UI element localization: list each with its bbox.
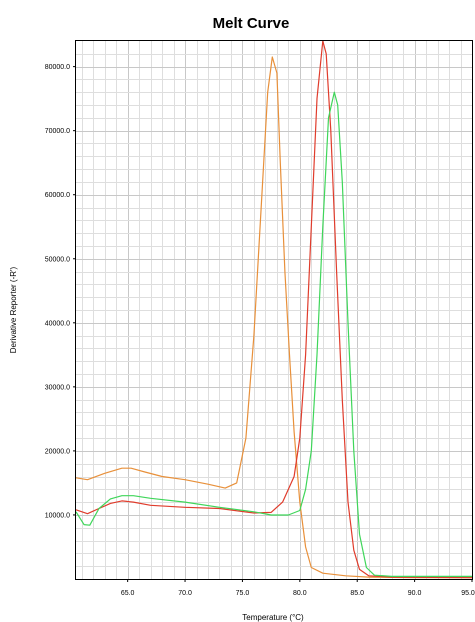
series-line <box>75 91 472 577</box>
y-tick-label: 10000.0 <box>45 512 70 519</box>
y-tick-label: 80000.0 <box>45 64 70 71</box>
y-tick-label: 30000.0 <box>45 384 70 391</box>
plot-area-frame <box>75 40 473 580</box>
y-tick-label: 40000.0 <box>45 320 70 327</box>
y-tick-label: 50000.0 <box>45 256 70 263</box>
y-axis-label: Derivative Reporter (-R') <box>9 266 18 353</box>
y-tick-label: 60000.0 <box>45 192 70 199</box>
series-line <box>75 56 472 579</box>
y-tick-label: 70000.0 <box>45 128 70 135</box>
series-line <box>75 40 473 579</box>
chart-series-group <box>75 40 473 579</box>
x-tick-label: 70.0 <box>178 590 192 597</box>
x-tick-label: 95.0 <box>461 590 475 597</box>
x-axis-label: Temperature (°C) <box>242 613 304 622</box>
x-axis-ticks: 65.0 70.0 75.0 80.0 85.0 90.0 95.0 <box>121 579 475 597</box>
y-tick-label: 20000.0 <box>45 448 70 455</box>
x-tick-label: 85.0 <box>350 590 364 597</box>
x-tick-label: 80.0 <box>293 590 307 597</box>
x-tick-label: 75.0 <box>236 590 250 597</box>
x-tick-label: 90.0 <box>408 590 422 597</box>
chart-title: Melt Curve <box>213 15 290 32</box>
x-tick-label: 65.0 <box>121 590 135 597</box>
y-axis-ticks: 10000.0 20000.0 30000.0 40000.0 50000.0 60000… <box>45 64 76 519</box>
chart-grid <box>76 41 473 579</box>
